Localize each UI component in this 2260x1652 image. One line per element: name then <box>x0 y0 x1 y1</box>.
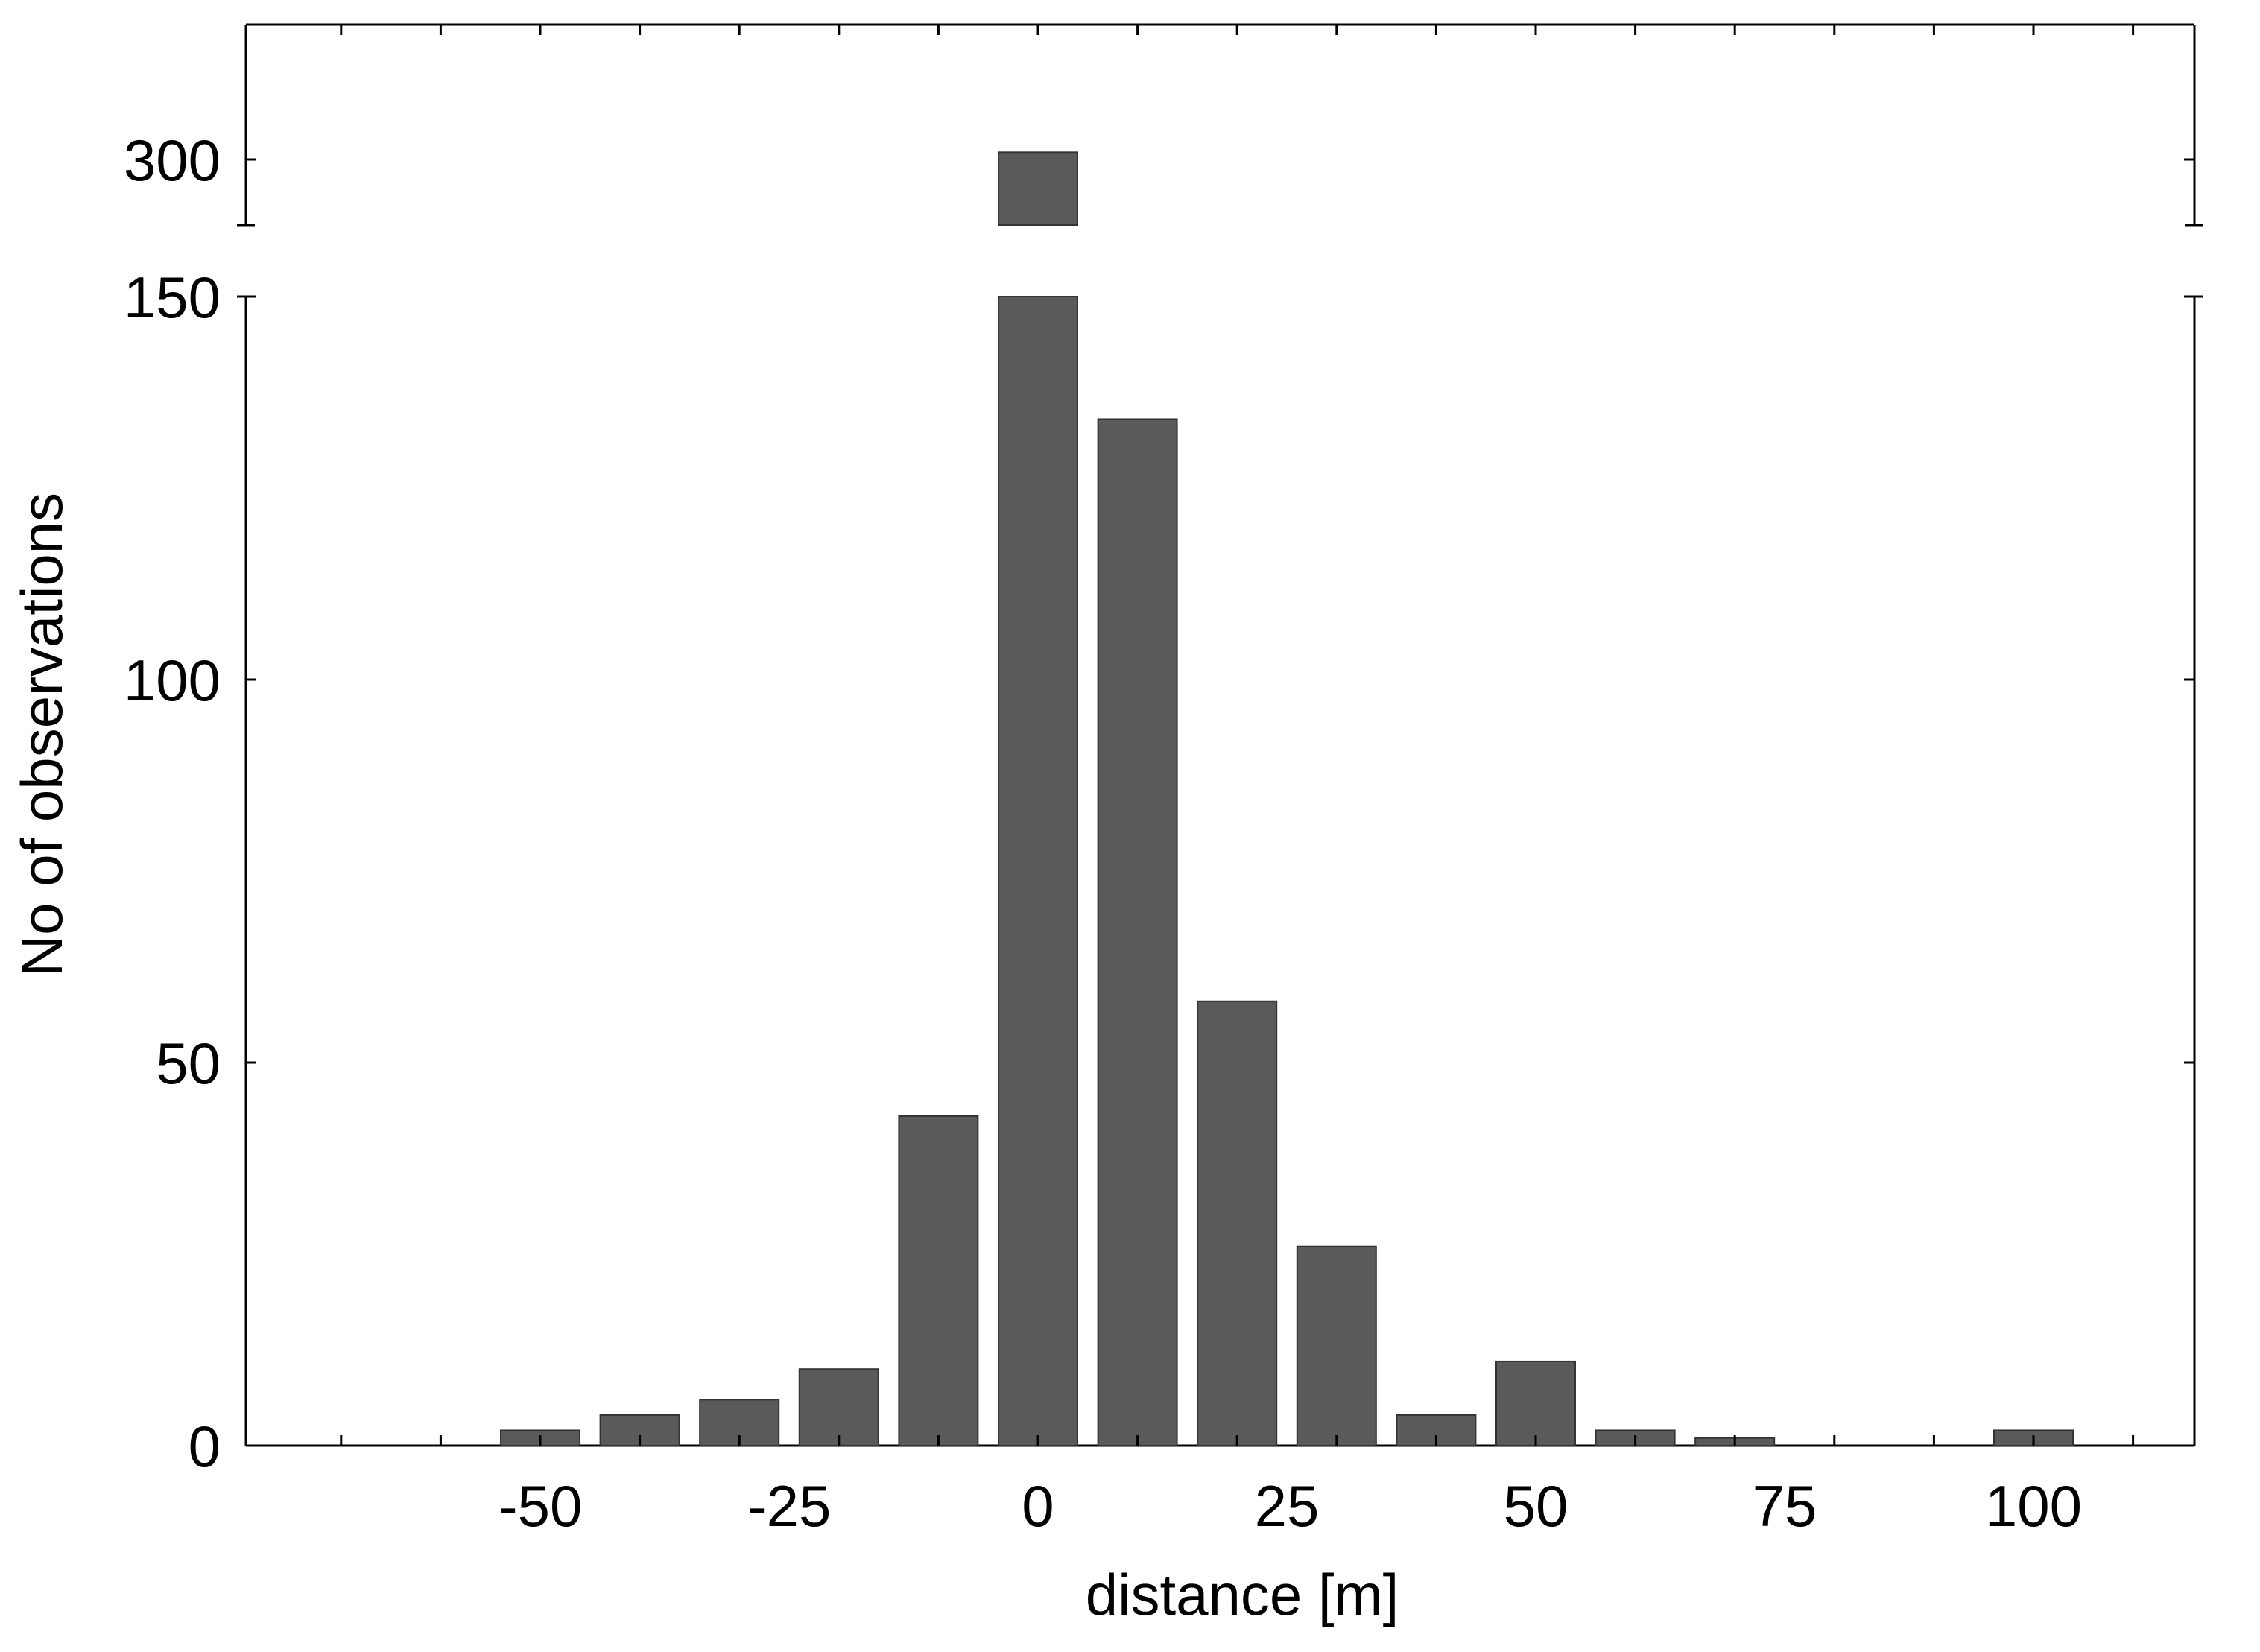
x-tick-label: 100 <box>1985 1473 2082 1539</box>
bar <box>1097 418 1178 1446</box>
y-tick-label: 100 <box>124 648 221 713</box>
bar <box>998 151 1078 226</box>
axis-ticks <box>246 25 2194 1447</box>
y-tick-label: 150 <box>124 265 221 330</box>
y-tick-label: 300 <box>124 127 221 193</box>
y-tick-label: 50 <box>156 1031 221 1096</box>
bar <box>1197 1000 1278 1446</box>
x-tick-label: -50 <box>498 1473 583 1539</box>
bars <box>500 151 2074 1447</box>
bar <box>798 1368 879 1446</box>
bar <box>1296 1245 1377 1446</box>
x-axis-label: distance [m] <box>1086 1562 1399 1627</box>
y-axis-label: No of observations <box>9 493 75 977</box>
x-tick-label: 75 <box>1753 1473 1817 1539</box>
x-tick-label: 0 <box>1022 1473 1054 1539</box>
bar <box>1495 1360 1576 1447</box>
x-tick-label: -25 <box>747 1473 832 1539</box>
x-tick-label: 25 <box>1255 1473 1320 1539</box>
tick-labels: 0 50 100 150 300 -50 -25 0 25 50 75 100 <box>124 127 2082 1539</box>
bar <box>998 296 1078 1446</box>
y-tick-label: 0 <box>189 1414 221 1479</box>
bar <box>898 1115 979 1446</box>
x-tick-label: 50 <box>1504 1473 1569 1539</box>
